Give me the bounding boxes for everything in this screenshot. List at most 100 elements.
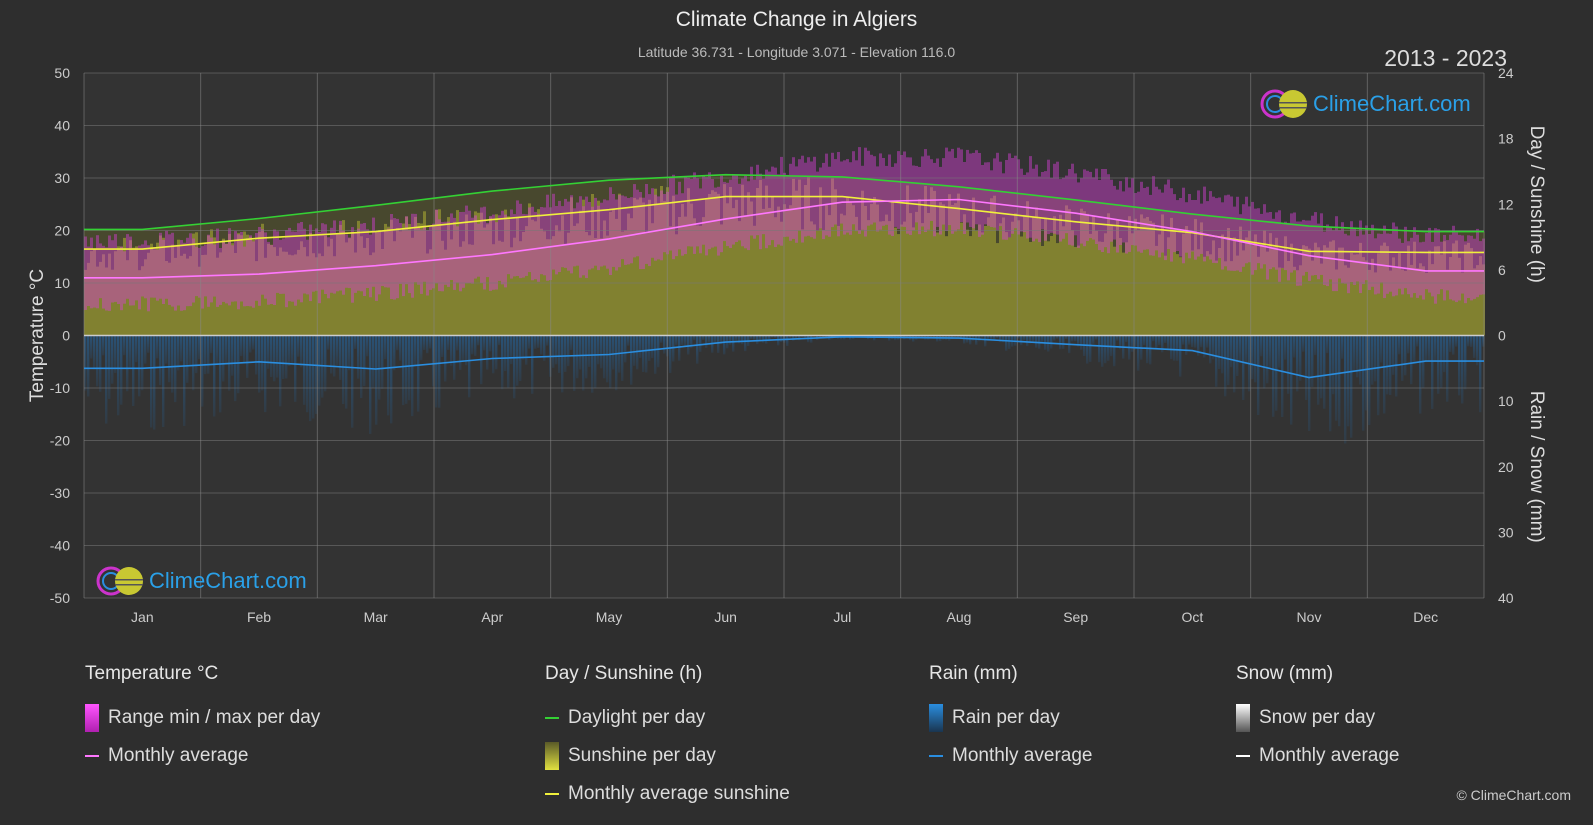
temp-range-bar bbox=[1254, 208, 1257, 271]
sunshine-bar bbox=[441, 197, 444, 336]
temp-range-bar bbox=[1464, 241, 1467, 304]
sunshine-bar bbox=[219, 252, 222, 336]
sunshine-bar bbox=[627, 179, 630, 336]
logo-bottom[interactable]: ClimeChart.com bbox=[95, 564, 307, 598]
temp-range-bar bbox=[1059, 179, 1062, 242]
rain-bar bbox=[798, 335, 801, 341]
sunshine-bar bbox=[1080, 200, 1083, 336]
sunshine-bar bbox=[591, 181, 594, 336]
temp-range-bar bbox=[945, 147, 948, 231]
sunshine-bar bbox=[801, 176, 804, 336]
temp-range-bar bbox=[633, 184, 636, 258]
sunshine-bar bbox=[1233, 237, 1236, 336]
sunshine-bar bbox=[798, 176, 801, 336]
sunshine-bar bbox=[1359, 242, 1362, 336]
sunshine-bar bbox=[534, 187, 537, 336]
rain-bar bbox=[510, 335, 513, 365]
temp-range-bar bbox=[360, 223, 363, 292]
sunshine-bar bbox=[603, 220, 606, 336]
sunshine-bar bbox=[1458, 231, 1461, 336]
sunshine-bar bbox=[990, 198, 993, 336]
temp-range-bar bbox=[819, 167, 822, 229]
sunshine-bar bbox=[180, 225, 183, 336]
sunshine-bar bbox=[1266, 251, 1269, 336]
sunshine-bar bbox=[840, 176, 843, 336]
sunshine-bar bbox=[927, 213, 930, 336]
sunshine-bar bbox=[888, 221, 891, 336]
sunshine-bar bbox=[1239, 226, 1242, 336]
sunshine-bar bbox=[327, 210, 330, 336]
rain-bar bbox=[984, 335, 987, 347]
sunshine-bar bbox=[918, 183, 921, 336]
sunshine-bar bbox=[1002, 217, 1005, 336]
sunshine-bar bbox=[1011, 192, 1014, 336]
sunshine-bar bbox=[1476, 231, 1479, 336]
temp-range-bar bbox=[1140, 181, 1143, 253]
temp-range-bar bbox=[789, 163, 792, 241]
rain-bar bbox=[1209, 335, 1212, 364]
sunshine-bar bbox=[825, 176, 828, 336]
rain-bar bbox=[729, 335, 732, 345]
sunshine-bar bbox=[291, 255, 294, 336]
sunshine-bar bbox=[333, 256, 336, 336]
rain-bar bbox=[612, 335, 615, 370]
sunshine-bar bbox=[1452, 231, 1455, 336]
sunshine-bar bbox=[921, 183, 924, 336]
temp-range-bar bbox=[399, 223, 402, 284]
sunshine-bar bbox=[330, 238, 333, 336]
sunshine-bar bbox=[915, 211, 918, 336]
rain-bar bbox=[1086, 335, 1089, 364]
sunshine-bar bbox=[1215, 216, 1218, 336]
temp-range-bar bbox=[1290, 213, 1293, 273]
temp-range-bar bbox=[279, 239, 282, 294]
rain-bar bbox=[504, 335, 507, 371]
temp-range-bar bbox=[795, 166, 798, 243]
temp-range-bar bbox=[426, 230, 429, 296]
sunshine-bar bbox=[804, 185, 807, 336]
temp-range-bar bbox=[729, 179, 732, 248]
sunshine-bar bbox=[306, 213, 309, 336]
rain-bar bbox=[1170, 335, 1173, 360]
temp-range-bar bbox=[768, 171, 771, 246]
temp-range-bar bbox=[543, 207, 546, 276]
temp-range-bar bbox=[408, 229, 411, 294]
sunshine-bar bbox=[1236, 218, 1239, 336]
sunshine-bar bbox=[357, 207, 360, 336]
rain-bar bbox=[678, 335, 681, 361]
rain-bar bbox=[255, 335, 258, 375]
sunshine-bar bbox=[174, 226, 177, 336]
sunshine-bar bbox=[858, 178, 861, 336]
temp-range-bar bbox=[1062, 177, 1065, 239]
sunshine-bar bbox=[570, 183, 573, 336]
rain-bar bbox=[87, 335, 90, 397]
rain-bar bbox=[714, 335, 717, 344]
temp-range-bar bbox=[84, 236, 87, 310]
sunshine-bar bbox=[468, 194, 471, 336]
sunshine-bar bbox=[1056, 243, 1059, 336]
rain-bar bbox=[465, 335, 468, 366]
sunshine-bar bbox=[276, 216, 279, 336]
sunshine-bar bbox=[1128, 216, 1131, 336]
temp-range-bar bbox=[885, 165, 888, 225]
logo-top[interactable]: ClimeChart.com bbox=[1259, 87, 1471, 121]
temp-range-bar bbox=[951, 148, 954, 234]
temp-range-bar bbox=[651, 188, 654, 258]
temp-range-bar bbox=[561, 206, 564, 268]
temp-range-bar bbox=[573, 208, 576, 267]
rain-bar bbox=[600, 335, 603, 369]
rain-bar bbox=[981, 335, 984, 338]
rain-bar bbox=[1413, 335, 1416, 364]
sunshine-bar bbox=[708, 194, 711, 336]
rain-bar bbox=[240, 335, 243, 357]
sunshine-bar bbox=[297, 249, 300, 336]
rain-bar bbox=[1254, 335, 1257, 383]
temp-range-bar bbox=[1335, 216, 1338, 292]
sunshine-bar bbox=[1347, 267, 1350, 336]
legend-title: Snow (mm) bbox=[1236, 663, 1334, 684]
temp-range-bar bbox=[738, 183, 741, 241]
sunshine-bar bbox=[1086, 201, 1089, 336]
sunshine-bar bbox=[255, 218, 258, 336]
temp-range-bar bbox=[1410, 237, 1413, 298]
rain-bar bbox=[1365, 335, 1368, 411]
sunshine-bar bbox=[276, 255, 279, 336]
